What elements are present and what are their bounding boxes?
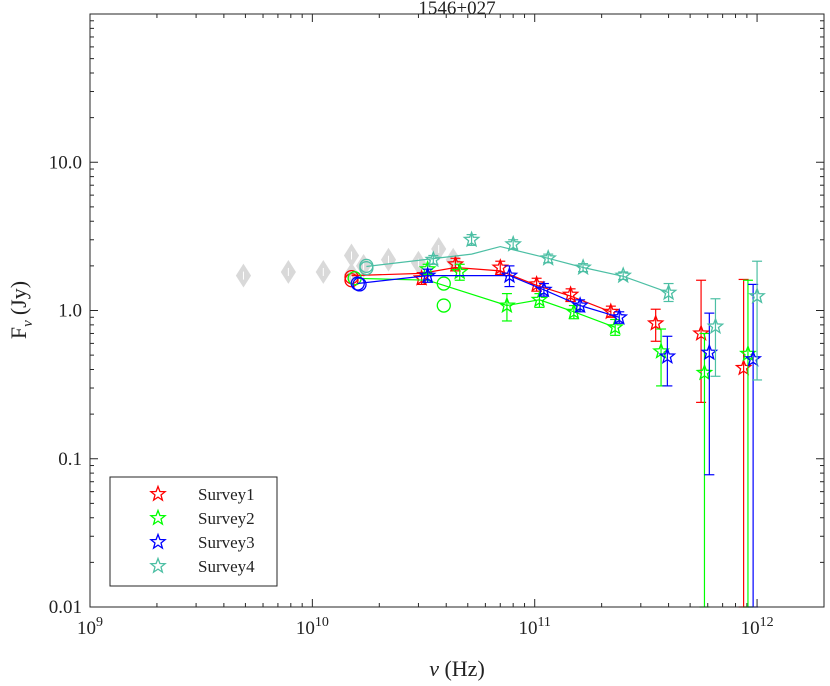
y-tick-label: 10.0 (49, 152, 82, 173)
data-circle (359, 261, 374, 276)
archival-layer (235, 237, 461, 288)
data-star (571, 296, 589, 314)
data-circle (352, 277, 367, 292)
legend-marker-survey4 (149, 556, 167, 574)
data-star (748, 286, 766, 304)
x-tick-exponent: 10 (315, 615, 329, 630)
x-tick-exponent: 9 (96, 615, 103, 630)
chart-title: 1546+027 (418, 0, 495, 19)
x-tick-base: 10 (518, 618, 537, 639)
x-tick-base: 10 (296, 618, 315, 639)
data-star (491, 258, 510, 276)
legend-label-survey2: Survey2 (198, 509, 255, 528)
data-star (744, 349, 763, 367)
series-line (354, 277, 616, 328)
data-star (658, 347, 677, 364)
data-star (659, 283, 678, 301)
data-star (614, 266, 633, 284)
data-star (561, 285, 580, 303)
data-star (646, 313, 665, 331)
y-tick-label: 0.1 (58, 449, 82, 470)
legend-marker-survey2 (149, 508, 167, 526)
data-star (574, 258, 592, 276)
x-tick-base: 10 (77, 618, 96, 639)
x-tick-label: 109 (77, 615, 103, 639)
y-axis-title: Fν (Jy) (6, 281, 36, 339)
x-axis-unit: (Hz) (444, 656, 484, 681)
data-star (500, 266, 519, 284)
legend-box (109, 476, 278, 587)
data-star (692, 324, 710, 341)
x-tick-label: 1011 (518, 615, 550, 639)
legend-marker-survey1 (149, 484, 167, 502)
x-axis-title: ν (Hz) (429, 656, 485, 681)
data-star (606, 317, 625, 335)
x-tick-exponent: 11 (537, 615, 550, 630)
legend-label-survey4: Survey4 (198, 557, 255, 576)
x-tick-label: 1012 (741, 615, 774, 639)
legend-marker-survey3 (149, 532, 167, 550)
y-tick-label: 1.0 (58, 301, 82, 322)
data-star (610, 307, 629, 325)
data-star (530, 290, 549, 308)
data-star (446, 254, 465, 272)
data-star (535, 280, 553, 298)
series-survey4 (359, 230, 766, 381)
x-tick-label: 1010 (296, 615, 329, 639)
data-star (700, 343, 719, 361)
y-axis-sub: ν (20, 320, 36, 327)
data-circle (436, 298, 451, 313)
y-axis-base: F (6, 327, 31, 339)
data-circle (436, 276, 451, 291)
plot-frame (89, 13, 825, 608)
data-star (418, 266, 437, 284)
x-axis-symbol: ν (429, 656, 439, 681)
data-star (539, 248, 558, 266)
series-line (357, 275, 620, 318)
x-tick-exponent: 12 (760, 615, 774, 630)
data-star (504, 234, 523, 252)
legend-label-survey3: Survey3 (198, 533, 255, 552)
x-tick-base: 10 (741, 618, 760, 639)
legend-label-survey1: Survey1 (198, 485, 255, 504)
y-axis-unit: (Jy) (6, 281, 31, 315)
y-tick-label: 0.01 (49, 597, 82, 618)
data-star (706, 317, 725, 335)
data-star (424, 250, 443, 268)
legend-entries: Survey1 Survey2 Survey3 Survey4 (149, 484, 255, 576)
legend: Survey1 Survey2 Survey3 Survey4 (109, 476, 278, 587)
data-star (498, 296, 516, 314)
data-star (462, 230, 481, 248)
